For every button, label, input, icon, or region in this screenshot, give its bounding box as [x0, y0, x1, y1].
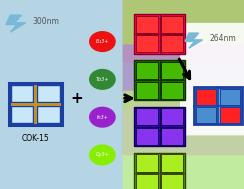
Bar: [162, 62, 183, 79]
Text: Tb3+: Tb3+: [96, 77, 109, 82]
Bar: [136, 35, 158, 53]
FancyBboxPatch shape: [180, 23, 244, 135]
Bar: [136, 108, 158, 125]
Bar: [11, 106, 33, 123]
Circle shape: [90, 32, 115, 51]
Text: Dy3+: Dy3+: [95, 153, 109, 157]
Bar: [220, 107, 240, 123]
Bar: [136, 174, 158, 189]
Bar: [134, 14, 185, 54]
Bar: [162, 15, 183, 33]
Bar: [136, 62, 158, 79]
Bar: [162, 108, 183, 125]
FancyBboxPatch shape: [123, 91, 244, 189]
Text: COK-15: COK-15: [21, 134, 49, 143]
Circle shape: [90, 145, 115, 165]
Bar: [136, 15, 158, 33]
Text: Eu3+: Eu3+: [96, 39, 109, 44]
Bar: [134, 153, 185, 189]
Circle shape: [90, 107, 115, 127]
Bar: [134, 153, 185, 189]
Bar: [136, 82, 158, 99]
FancyBboxPatch shape: [123, 0, 244, 109]
Text: In3+: In3+: [96, 115, 108, 120]
Polygon shape: [6, 15, 26, 32]
Bar: [162, 35, 183, 53]
Bar: [162, 82, 183, 99]
FancyBboxPatch shape: [123, 0, 244, 63]
Bar: [134, 60, 185, 100]
Bar: [9, 83, 62, 125]
Bar: [162, 174, 183, 189]
Bar: [134, 60, 185, 100]
Bar: [194, 87, 242, 124]
Bar: [196, 107, 216, 123]
Bar: [134, 107, 185, 146]
Text: 264nm: 264nm: [210, 34, 236, 43]
Text: 300nm: 300nm: [33, 17, 60, 26]
Bar: [194, 87, 242, 124]
Polygon shape: [185, 33, 203, 48]
Bar: [11, 85, 33, 102]
Bar: [134, 14, 185, 54]
Bar: [134, 107, 185, 146]
Text: +: +: [71, 91, 83, 106]
Bar: [38, 85, 60, 102]
Bar: [136, 128, 158, 145]
Bar: [220, 89, 240, 105]
Bar: [136, 154, 158, 172]
Bar: [162, 154, 183, 172]
Bar: [38, 106, 60, 123]
Bar: [162, 128, 183, 145]
Bar: [196, 89, 216, 105]
Bar: [9, 83, 62, 125]
Circle shape: [90, 70, 115, 89]
FancyBboxPatch shape: [123, 44, 244, 155]
